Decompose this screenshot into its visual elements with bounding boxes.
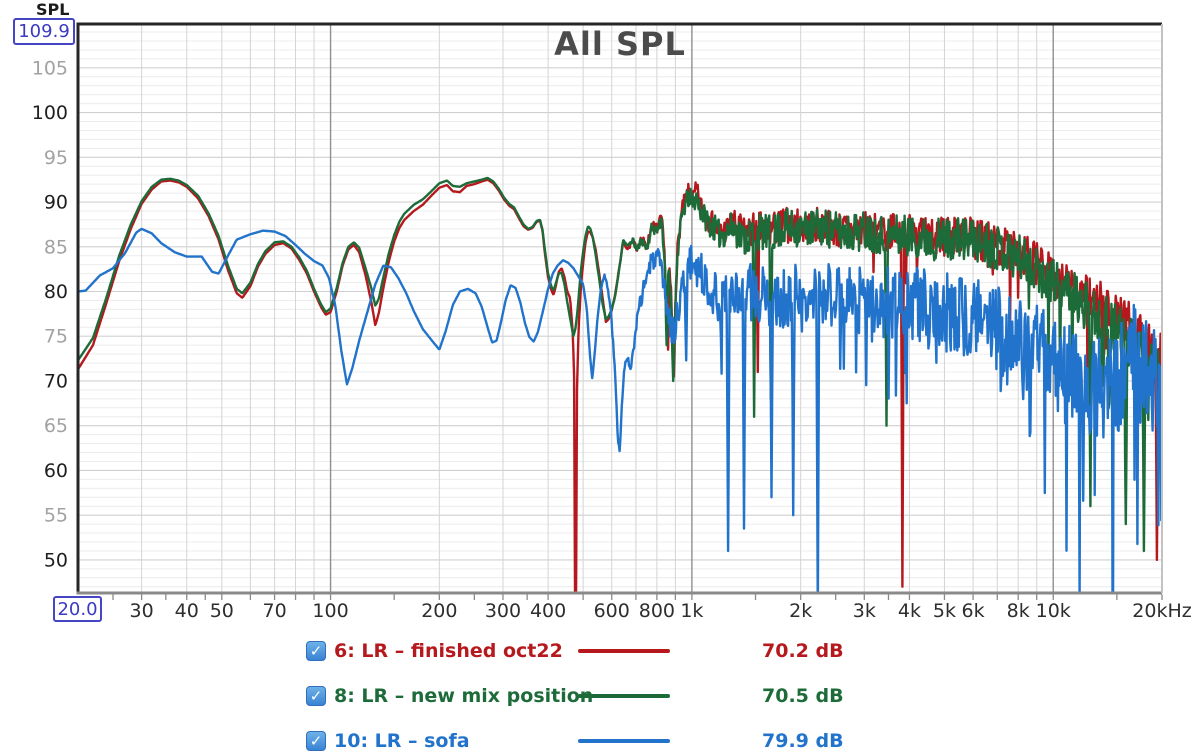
chart-title: All SPL bbox=[554, 25, 686, 63]
x-tick-label: 50 bbox=[210, 600, 234, 622]
y-tick-label: 105 bbox=[32, 57, 68, 79]
y-tick-label: 50 bbox=[44, 549, 68, 571]
check-icon: ✓ bbox=[309, 687, 323, 705]
x-tick-label: 30 bbox=[130, 600, 154, 622]
x-tick-label: 20kHz bbox=[1132, 600, 1191, 622]
legend-row: ✓ 10: LR – sofa 79.9 dB bbox=[306, 730, 906, 753]
trace-label: 6: LR – finished oct22 bbox=[334, 640, 563, 662]
y-tick-label: 80 bbox=[44, 281, 68, 303]
trace-level: 70.5 dB bbox=[762, 685, 844, 707]
x-tick-label: 3k bbox=[853, 600, 876, 622]
trace-checkbox[interactable]: ✓ bbox=[306, 731, 326, 751]
trace-swatch bbox=[578, 739, 670, 743]
x-tick-label: 5k bbox=[933, 600, 956, 622]
x-tick-label: 10k bbox=[1036, 600, 1071, 622]
y-axis-title: SPL bbox=[36, 0, 70, 19]
x-tick-label: 8k bbox=[1007, 600, 1030, 622]
x-axis-min-input[interactable]: 20.0 bbox=[53, 596, 102, 622]
x-tick-label: 400 bbox=[530, 600, 566, 622]
y-tick-label: 60 bbox=[44, 460, 68, 482]
x-tick-label: 40 bbox=[175, 600, 199, 622]
traces-layer bbox=[78, 176, 1162, 592]
x-tick-label: 300 bbox=[485, 600, 521, 622]
trace-label: 8: LR – new mix position bbox=[334, 685, 594, 707]
x-tick-label: 800 bbox=[639, 600, 675, 622]
y-tick-label: 65 bbox=[44, 415, 68, 437]
trace-label: 10: LR – sofa bbox=[334, 730, 470, 752]
y-tick-label: 95 bbox=[44, 147, 68, 169]
trace-checkbox[interactable]: ✓ bbox=[306, 641, 326, 661]
y-tick-label: 100 bbox=[32, 102, 68, 124]
trace-checkbox[interactable]: ✓ bbox=[306, 686, 326, 706]
trace-swatch bbox=[578, 649, 670, 653]
legend-row: ✓ 6: LR – finished oct22 70.2 dB bbox=[306, 640, 906, 663]
x-tick-label: 100 bbox=[312, 600, 348, 622]
trace-path-10 bbox=[78, 227, 1162, 592]
x-tick-label: 600 bbox=[594, 600, 630, 622]
trace-level: 79.9 dB bbox=[762, 730, 844, 752]
check-icon: ✓ bbox=[309, 732, 323, 750]
y-axis-max-input[interactable]: 109.9 bbox=[13, 18, 75, 45]
trace-swatch bbox=[578, 694, 670, 698]
y-tick-label: 75 bbox=[44, 326, 68, 348]
x-tick-label: 1k bbox=[680, 600, 703, 622]
x-tick-label: 6k bbox=[962, 600, 985, 622]
x-tick-label: 4k bbox=[898, 600, 921, 622]
check-icon: ✓ bbox=[309, 642, 323, 660]
x-tick-label: 70 bbox=[262, 600, 286, 622]
spl-chart: 105 100 95 90 85 80 75 70 65 60 55 50 30 40 50 70 100 200… bbox=[32, 22, 1192, 622]
x-tick-label: 2k bbox=[789, 600, 812, 622]
y-tick-label: 55 bbox=[44, 505, 68, 527]
trace-path-8 bbox=[78, 176, 1162, 553]
legend-row: ✓ 8: LR – new mix position 70.5 dB bbox=[306, 685, 906, 708]
x-tick-label: 200 bbox=[421, 600, 457, 622]
y-tick-label: 90 bbox=[44, 192, 68, 214]
trace-level: 70.2 dB bbox=[762, 640, 844, 662]
y-tick-label: 85 bbox=[44, 236, 68, 258]
y-tick-label: 70 bbox=[44, 370, 68, 392]
trace-path-6 bbox=[78, 178, 1162, 592]
